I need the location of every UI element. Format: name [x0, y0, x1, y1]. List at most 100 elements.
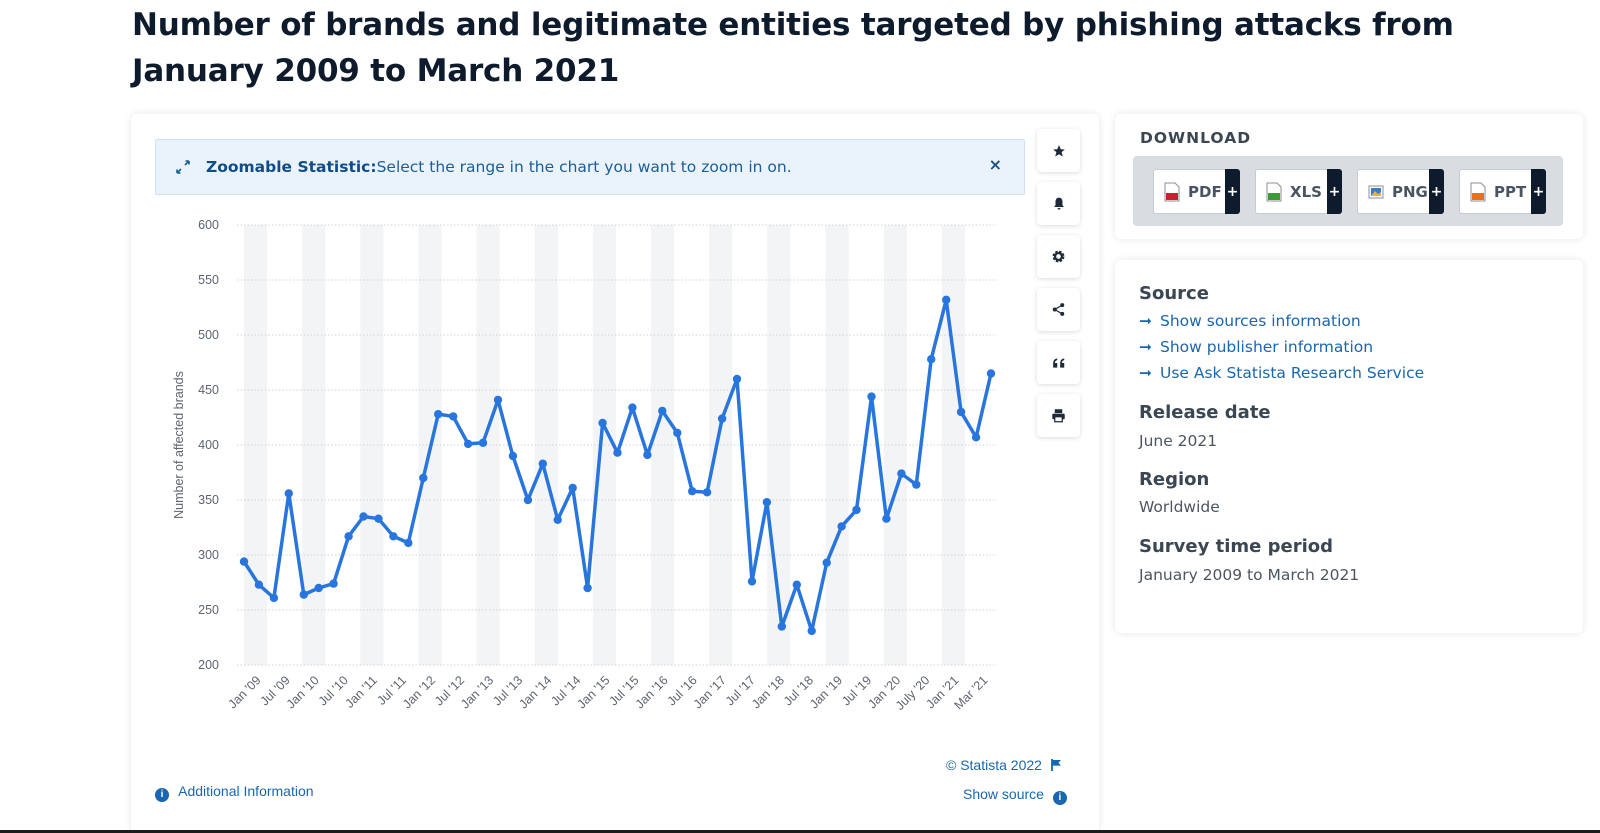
- screen-edge-divider: [0, 830, 1600, 833]
- release-date-value: June 2021: [1139, 432, 1218, 450]
- data-point: [254, 580, 264, 589]
- chart-card: Zoomable Statistic: Select the range in …: [131, 114, 1099, 833]
- data-point: [299, 590, 308, 599]
- x-tick-label: Jan '13: [458, 673, 496, 711]
- show-source-link[interactable]: Show source i: [963, 786, 1067, 805]
- y-tick-label: 450: [198, 383, 219, 397]
- info-icon: i: [1052, 791, 1067, 805]
- data-point: [538, 459, 547, 468]
- ppt-file-icon: [1470, 182, 1486, 201]
- plus-icon[interactable]: +: [1531, 169, 1546, 214]
- plus-icon[interactable]: +: [1225, 169, 1240, 214]
- data-point: [882, 514, 891, 523]
- y-tick-label: 200: [198, 658, 219, 672]
- download-png-button[interactable]: PNG +: [1357, 169, 1444, 214]
- x-tick-label: Jan '15: [574, 673, 612, 711]
- y-axis-label: Number of affected brands: [172, 371, 186, 519]
- data-point: [419, 473, 428, 483]
- data-point: [583, 583, 592, 593]
- data-point: [702, 488, 712, 497]
- y-tick-label: 250: [198, 603, 219, 617]
- gear-icon: [1052, 250, 1065, 263]
- data-point: [807, 626, 816, 636]
- data-point: [478, 438, 488, 447]
- data-point: [717, 414, 727, 423]
- additional-info-text: Additional Information: [178, 783, 314, 799]
- source-heading: Source: [1139, 283, 1209, 304]
- statista-credit[interactable]: © Statista 2022: [946, 757, 1062, 773]
- show-sources-link[interactable]: ➞ Show sources information: [1139, 312, 1361, 330]
- share-icon: [1052, 303, 1065, 316]
- xls-label: XLS: [1290, 182, 1322, 201]
- download-ppt-button[interactable]: PPT +: [1459, 169, 1546, 214]
- data-point: [897, 469, 906, 478]
- data-point: [792, 580, 801, 589]
- ask-statista-link[interactable]: ➞ Use Ask Statista Research Service: [1139, 364, 1424, 382]
- favorite-button[interactable]: [1037, 129, 1080, 172]
- star-icon: [1052, 144, 1065, 157]
- x-tick-label: Jan '18: [749, 673, 787, 711]
- download-pdf-button[interactable]: PDF +: [1153, 169, 1240, 214]
- survey-period-value: January 2009 to March 2021: [1139, 566, 1360, 584]
- bell-icon: [1053, 197, 1064, 210]
- png-label: PNG: [1392, 182, 1428, 201]
- release-date-heading: Release date: [1139, 402, 1271, 423]
- x-tick-label: Jan '17: [691, 673, 729, 711]
- download-bar: PDF + XLS + PNG + PPT +: [1133, 156, 1563, 226]
- y-tick-label: 400: [198, 438, 219, 452]
- data-point: [463, 439, 473, 449]
- data-point: [688, 487, 697, 496]
- cite-button[interactable]: [1037, 341, 1080, 384]
- data-point: [747, 577, 757, 586]
- data-point: [434, 410, 443, 419]
- page-title: Number of brands and legitimate entities…: [132, 7, 1454, 89]
- y-tick-label: 600: [198, 218, 219, 232]
- print-icon: [1052, 409, 1065, 423]
- settings-button[interactable]: [1037, 235, 1080, 278]
- data-point: [449, 412, 458, 421]
- pdf-label: PDF: [1188, 182, 1222, 201]
- x-tick-label: Jan '12: [400, 673, 438, 711]
- data-point: [374, 514, 383, 523]
- line-chart[interactable]: 200 250 300 350 400 450 500 550 600 Number of aff…: [131, 114, 1031, 754]
- data-point: [927, 355, 936, 364]
- show-publisher-link[interactable]: ➞ Show publisher information: [1139, 338, 1373, 356]
- data-point: [942, 295, 951, 304]
- data-point: [971, 433, 981, 442]
- xls-file-icon: [1266, 182, 1282, 201]
- notification-button[interactable]: [1037, 182, 1080, 225]
- data-point: [598, 418, 607, 428]
- plus-icon[interactable]: +: [1327, 169, 1342, 214]
- download-xls-button[interactable]: XLS +: [1255, 169, 1342, 214]
- print-button[interactable]: [1037, 394, 1080, 437]
- data-point: [673, 428, 682, 438]
- arrow-right-icon: ➞: [1139, 364, 1152, 382]
- data-point: [867, 392, 876, 401]
- data-point: [986, 369, 996, 378]
- data-point: [359, 512, 368, 521]
- quote-icon: [1052, 357, 1064, 368]
- link-text: Show sources information: [1160, 312, 1361, 330]
- data-point: [314, 583, 323, 593]
- png-file-icon: [1368, 185, 1384, 198]
- share-button[interactable]: [1037, 288, 1080, 331]
- data-point: [956, 407, 966, 417]
- link-text: Show publisher information: [1160, 338, 1374, 356]
- data-point: [493, 395, 503, 405]
- data-point: [613, 448, 622, 457]
- y-tick-label: 550: [198, 273, 219, 287]
- arrow-right-icon: ➞: [1139, 312, 1152, 330]
- data-point: [389, 532, 398, 541]
- series-line: [242, 298, 993, 633]
- data-point: [837, 522, 846, 531]
- close-icon[interactable]: ×: [988, 155, 1002, 174]
- additional-information-link[interactable]: i Additional Information: [155, 783, 314, 802]
- show-source-text: Show source: [963, 786, 1044, 802]
- data-point: [762, 498, 772, 507]
- x-tick-label: Jan '16: [633, 673, 671, 711]
- zoom-label: Zoomable Statistic:: [206, 158, 377, 176]
- info-icon: i: [155, 788, 169, 802]
- x-tick-label: Jan '09: [226, 673, 264, 711]
- plus-icon[interactable]: +: [1429, 169, 1444, 214]
- data-point: [329, 579, 338, 588]
